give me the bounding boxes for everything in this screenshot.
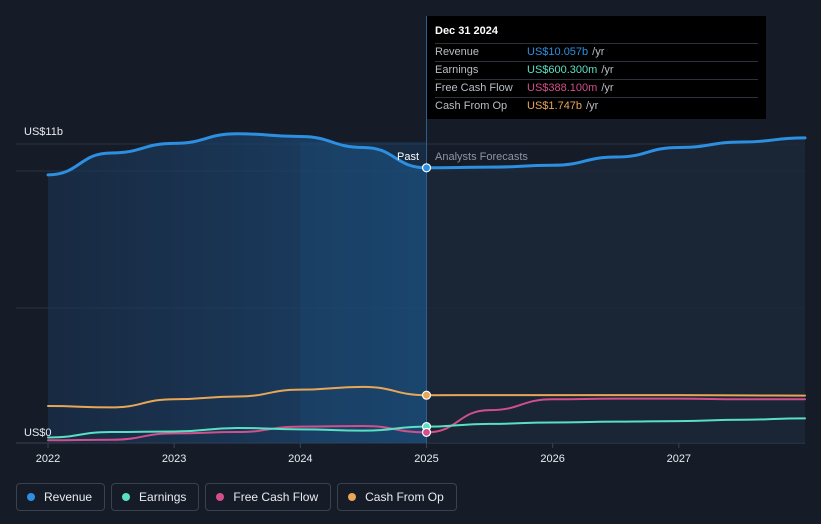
marker-free-cash-flow	[421, 427, 432, 437]
tooltip-row: Free Cash Flow US$388.100m/yr	[435, 79, 758, 97]
legend-label: Revenue	[44, 490, 93, 504]
tooltip-row-label: Earnings	[435, 64, 479, 76]
tooltip-rows: Revenue US$10.057b/yr Earnings US$600.300m /…	[435, 43, 758, 115]
x-tick-label-2024: 2024	[288, 453, 312, 465]
tooltip-row-unit: /yr	[592, 46, 605, 58]
tooltip-date: Dec 31 2024	[435, 25, 498, 37]
tooltip: Dec 31 2024 Revenue US$10.057b/yr Earnings…	[427, 16, 766, 119]
legend-label: Cash From Op	[365, 490, 444, 504]
highlight-band	[300, 142, 427, 443]
tooltip-row-unit: /yr	[601, 82, 614, 94]
tooltip-row-value: US$600.300m	[527, 64, 598, 76]
tooltip-row: Cash From Op US$1.747b/yr	[435, 97, 758, 115]
legend-item-cash-from-op[interactable]: Cash From Op	[337, 483, 457, 511]
forecast-label: Analysts Forecasts	[435, 151, 528, 163]
legend-item-earnings[interactable]: Earnings	[111, 483, 200, 511]
tooltip-row-value: US$388.100m	[527, 82, 598, 94]
legend-dot-icon	[27, 493, 35, 501]
y-axis-top-label: US$11b	[24, 126, 63, 138]
tooltip-row-value: US$1.747b	[527, 100, 583, 112]
legend-label: Earnings	[139, 490, 187, 504]
x-tick-label-2023: 2023	[162, 453, 186, 465]
tooltip-row-label: Cash From Op	[435, 100, 508, 112]
past-label: Past	[397, 151, 419, 163]
revenue-area-past	[48, 133, 427, 444]
hover-markers	[421, 163, 432, 437]
x-tick-label-2025: 2025	[414, 453, 438, 465]
y-axis-bottom-label: US$0	[24, 427, 52, 439]
marker-revenue	[421, 163, 432, 173]
tooltip-row: Revenue US$10.057b/yr	[435, 43, 758, 61]
marker-cash-from-op	[421, 390, 432, 400]
legend-item-free-cash-flow[interactable]: Free Cash Flow	[205, 483, 332, 511]
legend: Revenue Earnings Free Cash Flow Cash From O…	[16, 483, 457, 511]
legend-label: Free Cash Flow	[233, 490, 319, 504]
legend-dot-icon	[216, 493, 225, 501]
legend-dot-icon	[122, 493, 131, 501]
x-tick-label-2026: 2026	[540, 453, 564, 465]
tooltip-row-unit: /yr	[601, 64, 614, 76]
tooltip-row-value: US$10.057b	[527, 46, 589, 58]
series-line-cash-from-op	[47, 385, 806, 409]
legend-dot-icon	[348, 493, 357, 501]
tooltip-row: Earnings US$600.300m/yr	[435, 61, 758, 79]
x-tick-label-2022: 2022	[36, 453, 60, 465]
x-axis: 2022 2023 2024 2025 2026 2027	[36, 443, 691, 465]
tooltip-row-label: Revenue	[435, 46, 480, 58]
tooltip-row-unit: /yr	[586, 100, 599, 112]
legend-item-revenue[interactable]: Revenue	[16, 483, 106, 511]
x-tick-label-2027: 2027	[667, 453, 691, 465]
revenue-area-forecast	[426, 137, 805, 444]
tooltip-row-label: Free Cash Flow	[435, 82, 513, 94]
